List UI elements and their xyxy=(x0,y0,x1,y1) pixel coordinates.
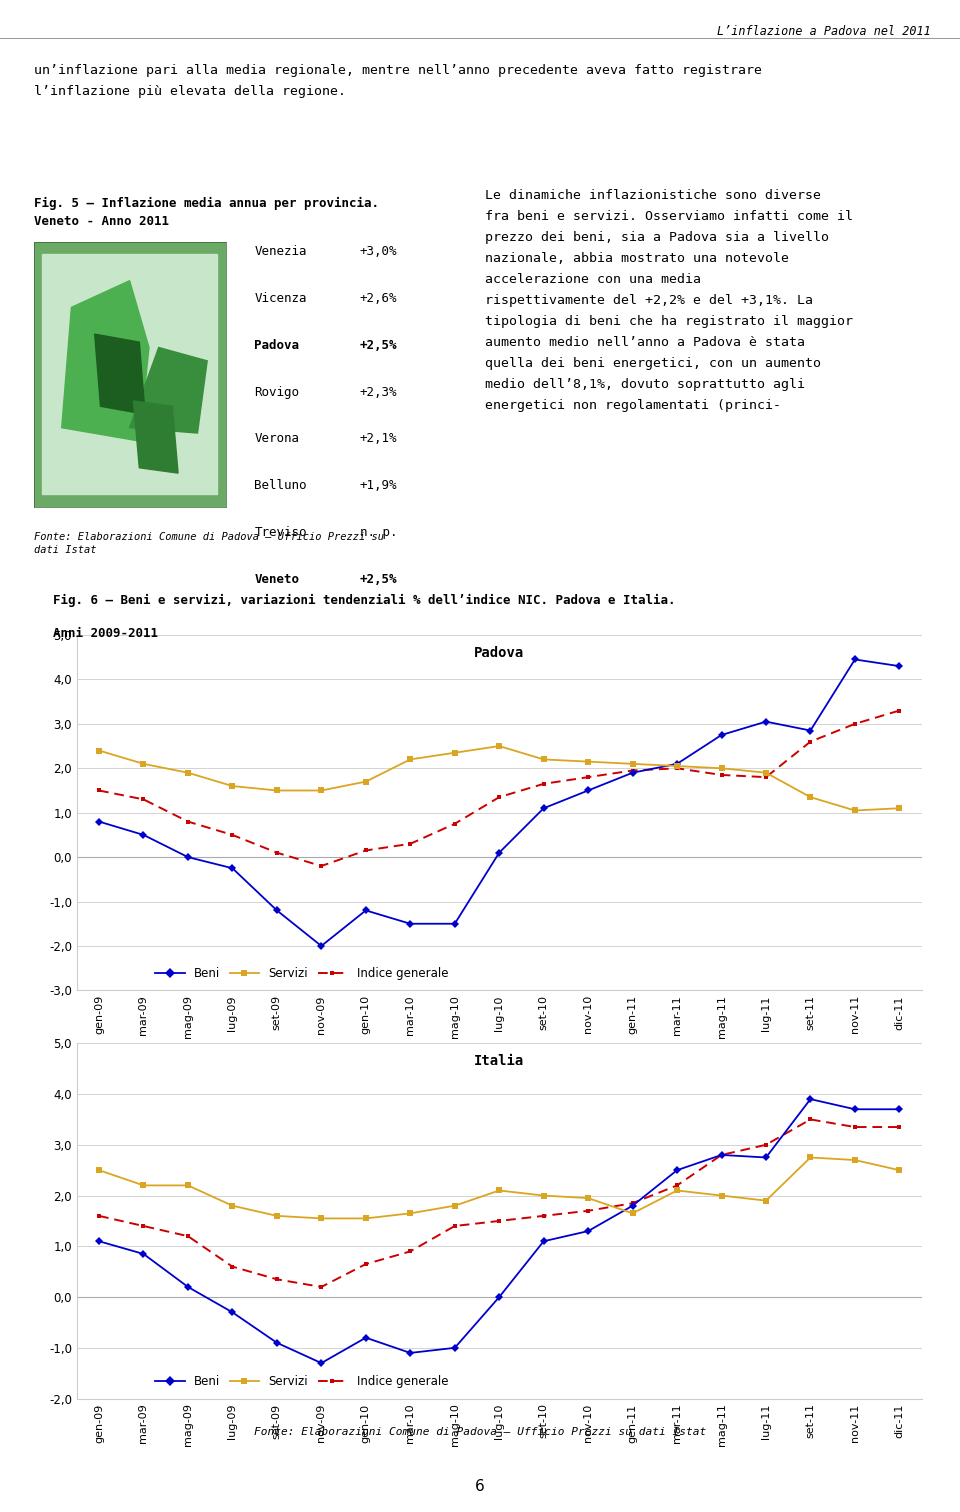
Text: +2,3%: +2,3% xyxy=(360,386,397,399)
Polygon shape xyxy=(133,401,179,473)
Text: Le dinamiche inflazionistiche sono diverse
fra beni e servizi. Osserviamo infatt: Le dinamiche inflazionistiche sono diver… xyxy=(485,189,852,411)
Text: n. p.: n. p. xyxy=(360,526,397,540)
Text: un’inflazione pari alla media regionale, mentre nell’anno precedente aveva fatto: un’inflazione pari alla media regionale,… xyxy=(34,64,761,97)
Text: 6: 6 xyxy=(475,1479,485,1494)
Text: Italia: Italia xyxy=(474,1054,524,1067)
Text: Fig. 6 – Beni e servizi, variazioni tendenziali % dell’indice NIC. Padova e Ital: Fig. 6 – Beni e servizi, variazioni tend… xyxy=(53,594,675,608)
Text: Padova: Padova xyxy=(254,339,300,352)
Text: Anni 2009-2011: Anni 2009-2011 xyxy=(53,627,157,641)
Text: Venezia: Venezia xyxy=(254,245,307,259)
Text: +2,1%: +2,1% xyxy=(360,432,397,446)
Polygon shape xyxy=(130,348,207,432)
Text: +2,6%: +2,6% xyxy=(360,292,397,305)
Text: Belluno: Belluno xyxy=(254,479,307,493)
Text: Fonte: Elaborazioni Comune di Padova – Ufficio Prezzi su dati Istat: Fonte: Elaborazioni Comune di Padova – U… xyxy=(253,1427,707,1438)
Legend: Beni, Servizi, Indice generale: Beni, Servizi, Indice generale xyxy=(151,962,453,984)
Text: Verona: Verona xyxy=(254,432,300,446)
Text: L’inflazione a Padova nel 2011: L’inflazione a Padova nel 2011 xyxy=(717,26,931,38)
Text: +2,5%: +2,5% xyxy=(360,573,397,587)
Text: Rovigo: Rovigo xyxy=(254,386,300,399)
Polygon shape xyxy=(42,254,217,494)
Text: Veneto: Veneto xyxy=(254,573,300,587)
Text: Fig. 5 – Inflazione media annua per provincia.
Veneto - Anno 2011: Fig. 5 – Inflazione media annua per prov… xyxy=(34,197,378,228)
Text: Treviso: Treviso xyxy=(254,526,307,540)
Polygon shape xyxy=(61,281,149,442)
Text: Padova: Padova xyxy=(474,646,524,659)
Legend: Beni, Servizi, Indice generale: Beni, Servizi, Indice generale xyxy=(151,1370,453,1393)
Text: +1,9%: +1,9% xyxy=(360,479,397,493)
Text: +3,0%: +3,0% xyxy=(360,245,397,259)
Text: Vicenza: Vicenza xyxy=(254,292,307,305)
Text: +2,5%: +2,5% xyxy=(360,339,397,352)
Polygon shape xyxy=(95,334,145,414)
Text: Fonte: Elaborazioni Comune di Padova – Ufficio Prezzi su
dati Istat: Fonte: Elaborazioni Comune di Padova – U… xyxy=(34,532,384,555)
